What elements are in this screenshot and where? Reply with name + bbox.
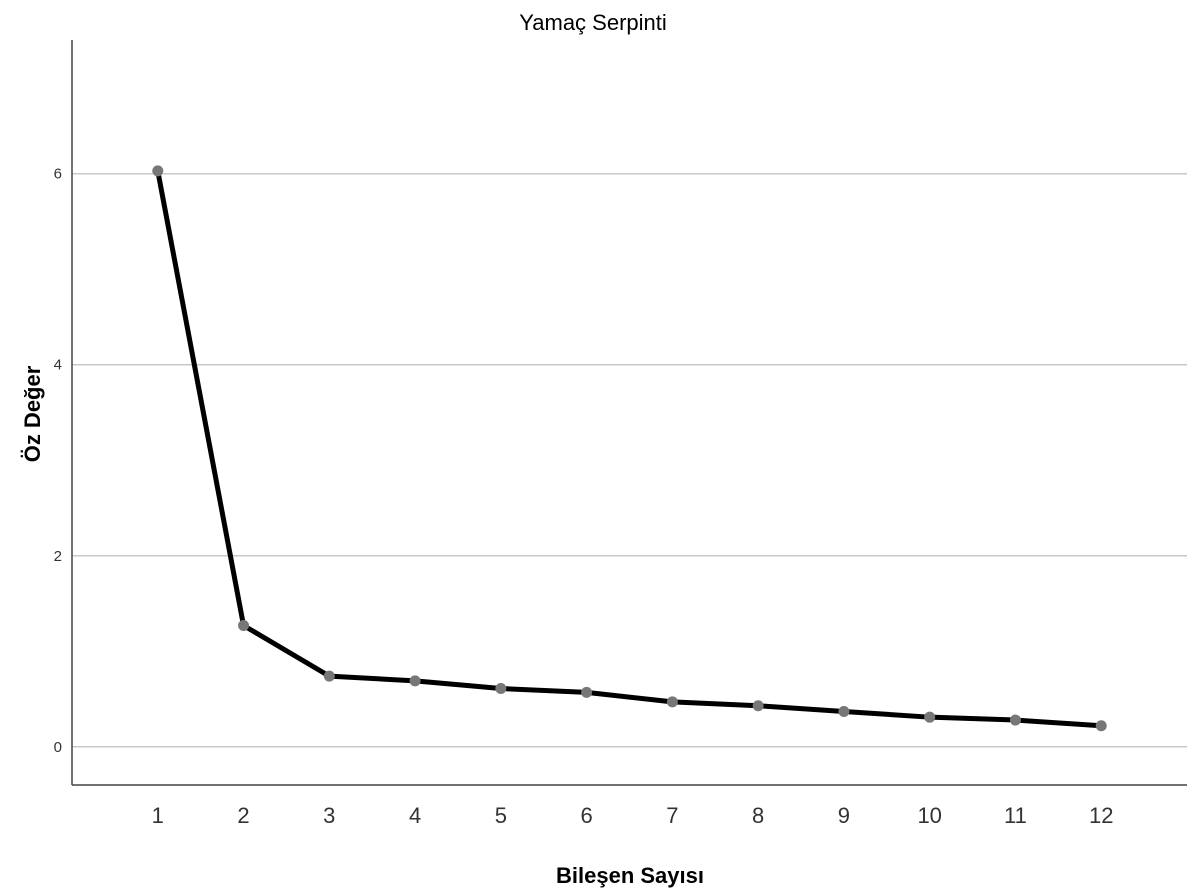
x-tick-label-5: 6 — [580, 803, 592, 828]
x-tick-label-4: 5 — [495, 803, 507, 828]
markers — [152, 165, 1107, 732]
data-point-10 — [924, 711, 936, 723]
data-point-9 — [838, 705, 850, 717]
series-line-0 — [155, 168, 1104, 729]
x-tick-label-3: 4 — [409, 803, 421, 828]
y-tick-label-1: 2 — [54, 548, 62, 565]
x-tick-label-11: 12 — [1089, 803, 1113, 828]
y-axis-title: Öz Değer — [20, 365, 45, 462]
x-tick-label-0: 1 — [152, 803, 164, 828]
gridlines — [72, 172, 1187, 748]
x-axis-title: Bileşen Sayısı — [556, 863, 704, 888]
y-tick-label-0: 0 — [54, 739, 62, 756]
data-point-7 — [666, 696, 678, 708]
data-point-4 — [409, 675, 421, 687]
data-point-12 — [1095, 720, 1107, 732]
data-point-11 — [1009, 714, 1021, 726]
data-point-2 — [238, 619, 250, 631]
axes — [71, 40, 1187, 786]
x-tick-label-6: 7 — [666, 803, 678, 828]
data-point-8 — [752, 700, 764, 712]
y-tick-labels: 0 2 4 6 — [54, 166, 62, 756]
data-point-1 — [152, 165, 164, 177]
x-tick-label-10: 11 — [1004, 803, 1027, 828]
chart-title: Yamaç Serpinti — [519, 10, 667, 35]
y-tick-label-2: 4 — [54, 357, 62, 374]
data-point-3 — [323, 670, 335, 682]
y-tick-label-3: 6 — [54, 166, 62, 183]
x-tick-label-8: 9 — [838, 803, 850, 828]
x-tick-label-1: 2 — [237, 803, 249, 828]
series — [155, 168, 1104, 729]
x-tick-label-2: 3 — [323, 803, 335, 828]
data-point-5 — [495, 683, 507, 695]
x-tick-label-7: 8 — [752, 803, 764, 828]
x-tick-labels: 1 2 3 4 5 6 7 8 9 10 11 12 — [152, 803, 1114, 828]
x-tick-label-9: 10 — [917, 803, 941, 828]
data-point-6 — [581, 686, 593, 698]
